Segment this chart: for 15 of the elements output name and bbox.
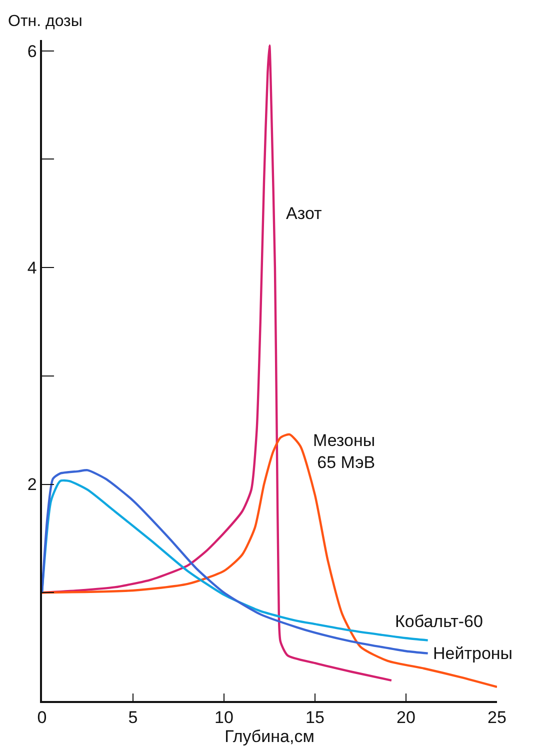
x-tick-label: 25	[488, 708, 506, 728]
y-tick-label: 2	[27, 475, 37, 494]
series-label: Нейтроны	[433, 644, 513, 663]
series-label: Кобальт-60	[395, 612, 483, 631]
series-label: Мезоны 65 МэВ	[313, 431, 376, 472]
x-tick-label: 5	[128, 708, 138, 728]
y-tick-label: 6	[27, 42, 37, 61]
x-axis-title: Глубина,см	[224, 727, 314, 746]
x-tick-label: 0	[37, 708, 47, 728]
y-axis-title: Отн. дозы	[8, 13, 82, 30]
x-tick-label: 15	[306, 708, 324, 728]
x-tick-label: 10	[214, 708, 234, 728]
x-tick-label: 20	[396, 708, 416, 728]
y-tick-label: 4	[27, 258, 37, 278]
series-label: Азот	[286, 204, 322, 223]
